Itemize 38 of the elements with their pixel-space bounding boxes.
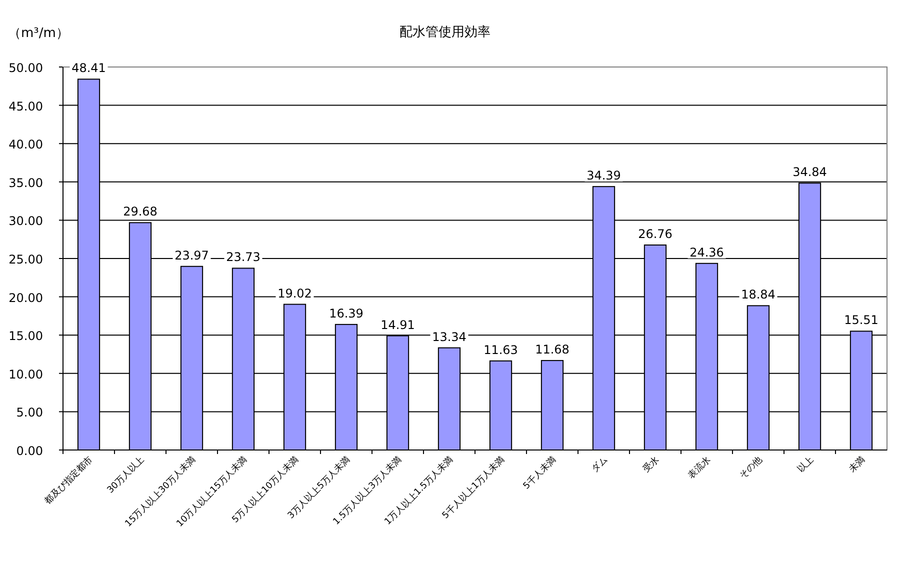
x-tick-label: 表流水	[686, 454, 713, 482]
x-tick-label: 未満	[846, 454, 868, 475]
y-tick-label: 25.00	[8, 252, 43, 266]
y-tick-label: 45.00	[8, 99, 43, 114]
data-label: 11.68	[535, 342, 570, 357]
data-label: 34.39	[586, 168, 621, 183]
data-label: 16.39	[329, 306, 364, 320]
data-label: 18.84	[741, 288, 776, 302]
y-tick-label: 40.00	[8, 138, 43, 152]
x-tick-label: その他	[738, 454, 764, 482]
y-tick-label: 30.00	[8, 214, 43, 228]
data-label: 14.91	[380, 318, 415, 332]
x-tick-label: 受水	[640, 454, 662, 475]
y-tick-label: 50.00	[8, 61, 43, 75]
y-tick-label: 10.00	[8, 367, 43, 382]
data-label: 15.51	[844, 313, 878, 328]
data-label: 48.41	[72, 61, 106, 76]
y-tick-label: 35.00	[8, 176, 43, 190]
x-tick-label: 30万人以上	[105, 454, 146, 496]
x-tick-label: 以上	[795, 454, 816, 475]
data-label: 34.84	[792, 165, 827, 180]
data-label: 29.68	[123, 204, 158, 219]
y-axis-title: （m³/m）	[8, 26, 69, 41]
data-label: 23.73	[226, 250, 260, 264]
data-label: 11.63	[484, 342, 518, 357]
chart-title: 配水管使用効率	[400, 24, 490, 40]
y-tick-label: 5.00	[16, 406, 43, 420]
data-label: 24.36	[690, 245, 724, 260]
x-tick-label: ダム	[589, 454, 610, 475]
data-label: 19.02	[278, 286, 312, 300]
y-tick-label: 0.00	[16, 444, 43, 458]
x-tick-label: 5千人未満	[521, 454, 558, 492]
data-label: 26.76	[638, 227, 672, 242]
data-label: 23.97	[174, 248, 209, 262]
data-label: 13.34	[432, 330, 466, 344]
y-tick-label: 15.00	[8, 329, 43, 344]
x-tick-label: 都及び指定都市	[42, 454, 95, 507]
y-tick-label: 20.00	[8, 290, 43, 305]
